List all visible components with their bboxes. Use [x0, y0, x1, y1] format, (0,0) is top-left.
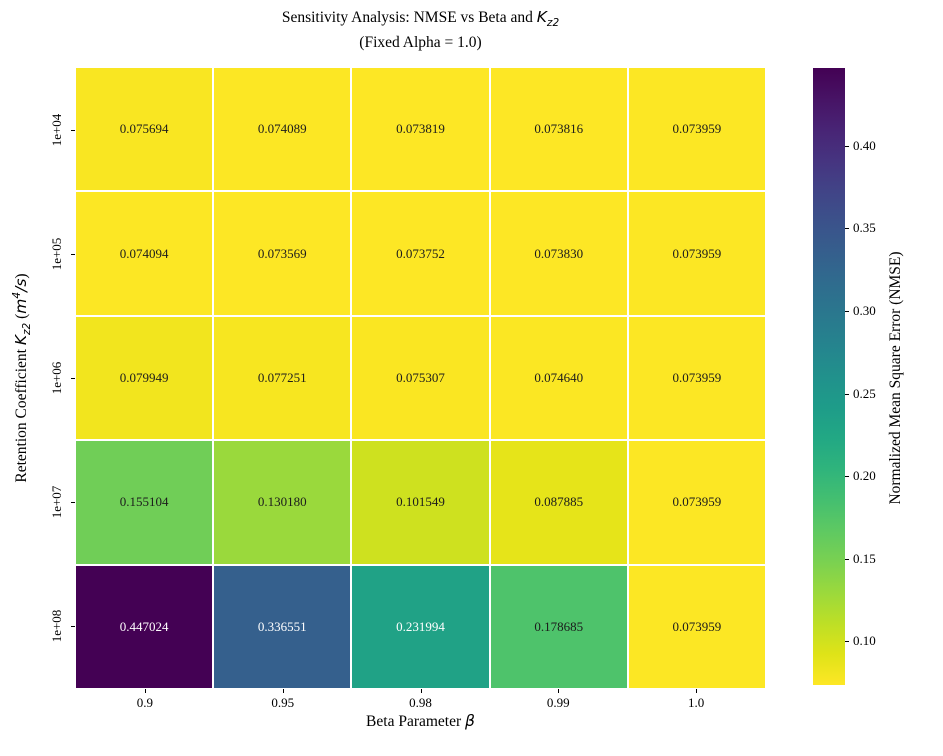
chart-title-line1: Sensitivity Analysis: NMSE vs Beta and K…	[76, 7, 765, 33]
x-tick-mark	[696, 689, 698, 693]
colorbar-tick-label: 0.40	[853, 137, 876, 153]
y-axis-unit-s: /s	[12, 278, 31, 292]
colorbar-tick-label: 0.15	[853, 550, 876, 566]
colorbar-tick-label: 0.35	[853, 220, 876, 236]
colorbar	[813, 68, 845, 685]
heatmap-cell: 0.073819	[352, 68, 489, 191]
heatmap-cell: 0.073959	[628, 316, 765, 440]
x-tick-label: 0.98	[409, 695, 432, 710]
heatmap-cell: 0.231994	[352, 565, 489, 688]
x-axis-beta-symbol: β	[465, 712, 475, 730]
colorbar-tick-mark	[845, 310, 849, 312]
colorbar-tick-label: 0.20	[853, 468, 876, 484]
chart-title-k-subscript: z2	[546, 17, 560, 30]
chart-title-text: Sensitivity Analysis: NMSE vs Beta and	[281, 9, 537, 26]
x-tick-mark	[558, 689, 560, 693]
y-axis-label: Retention Coefficient Kz2 (m4/s)	[11, 273, 33, 482]
heatmap-cell: 0.130180	[214, 441, 351, 564]
heatmap-cell: 0.075694	[76, 68, 213, 191]
x-axis-label: Beta Parameter β	[76, 712, 765, 731]
heatmap-cell: 0.073959	[628, 192, 765, 315]
y-axis-unit-m: m	[12, 298, 31, 314]
x-tick-mark	[420, 689, 422, 693]
heatmap-cell: 0.073830	[490, 192, 627, 315]
y-tick-mark	[71, 378, 75, 379]
colorbar-tick-mark	[845, 558, 849, 560]
chart-title: Sensitivity Analysis: NMSE vs Beta and K…	[76, 7, 765, 53]
y-tick-mark	[71, 502, 75, 503]
colorbar-tick-mark	[845, 145, 849, 147]
heatmap-cell: 0.178685	[490, 565, 627, 688]
y-tick-label: 1e+04	[49, 113, 64, 147]
heatmap-cell: 0.073959	[628, 441, 765, 564]
y-tick-mark	[71, 626, 75, 627]
y-axis-k-subscript: z2	[21, 322, 34, 335]
heatmap-cell: 0.073569	[214, 192, 351, 315]
colorbar-tick-label: 0.25	[853, 385, 876, 401]
y-tick-label: 1e+05	[49, 237, 64, 271]
heatmap-cell: 0.074640	[490, 316, 627, 440]
heatmap-cell: 0.073816	[490, 68, 627, 191]
y-tick-label: 1e+06	[49, 361, 64, 395]
y-axis-paren-close: )	[13, 273, 31, 279]
y-axis-label-text: Retention Coefficient	[13, 345, 31, 483]
heatmap-cell: 0.075307	[352, 316, 489, 440]
heatmap-grid: 0.075694 0.074089 0.073819 0.073816 0.073959…	[76, 68, 765, 688]
x-tick-mark	[282, 689, 284, 693]
y-axis-unit-exponent: 4	[10, 291, 23, 299]
heatmap-cell: 0.074089	[214, 68, 351, 191]
colorbar-tick-mark	[845, 641, 849, 643]
colorbar-tick-mark	[845, 228, 849, 230]
y-axis-paren: (	[13, 313, 31, 323]
colorbar-tick-mark	[845, 393, 849, 395]
y-tick-mark	[71, 130, 75, 131]
colorbar-tick-mark	[845, 476, 849, 478]
heatmap-cell: 0.155104	[76, 441, 213, 564]
y-tick-label: 1e+07	[49, 485, 64, 519]
heatmap-cell: 0.073959	[628, 68, 765, 191]
colorbar-tick-label: 0.30	[853, 302, 876, 318]
heatmap-cell: 0.074094	[76, 192, 213, 315]
heatmap-cell: 0.336551	[214, 565, 351, 688]
heatmap-cell: 0.073752	[352, 192, 489, 315]
y-tick-mark	[71, 254, 75, 255]
heatmap-cell: 0.101549	[352, 441, 489, 564]
heatmap-cell: 0.079949	[76, 316, 213, 440]
colorbar-tick-label: 0.10	[853, 633, 876, 649]
heatmap-cell: 0.087885	[490, 441, 627, 564]
colorbar-label: Normalized Mean Square Error (NMSE)	[887, 251, 904, 505]
x-tick-label: 0.95	[271, 695, 295, 710]
chart-subtitle: (Fixed Alpha = 1.0)	[359, 34, 482, 52]
heatmap-cell: 0.077251	[214, 316, 351, 440]
heatmap-cell: 0.447024	[76, 565, 213, 688]
heatmap-cell: 0.073959	[628, 565, 765, 688]
x-tick-label: 0.99	[546, 695, 570, 710]
y-tick-label: 1e+08	[49, 609, 64, 643]
x-tick-mark	[144, 689, 146, 693]
y-axis-k-symbol: K	[12, 334, 31, 346]
x-tick-label: 1.0	[687, 695, 705, 710]
x-axis-label-text: Beta Parameter	[366, 713, 466, 730]
x-tick-label: 0.9	[136, 695, 154, 710]
chart-title-k-symbol: K	[536, 8, 547, 26]
